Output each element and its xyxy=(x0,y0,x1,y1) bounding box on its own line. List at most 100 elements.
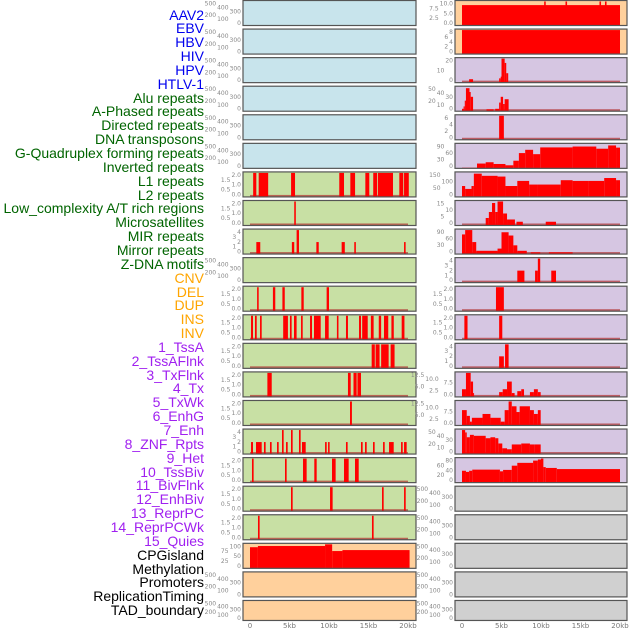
y-tick-label: 60 xyxy=(437,462,445,469)
bar xyxy=(371,344,375,369)
panel-frame xyxy=(454,57,628,84)
y-tick-label: 20 xyxy=(445,58,453,65)
y-tick-label: 0 xyxy=(449,563,453,570)
y-tick-label: 2.0 xyxy=(443,315,453,322)
y-tick-label: 1 xyxy=(232,444,236,451)
y-tick-label: 60 xyxy=(445,236,453,243)
y-tick-label: 10 xyxy=(437,102,445,109)
y-tick-label: 300 xyxy=(230,123,242,130)
panel-frame xyxy=(454,114,628,141)
bar xyxy=(462,389,466,397)
y-tick-label: 1.5 xyxy=(221,177,231,184)
bar xyxy=(500,96,504,112)
y-tick-label: 2.0 xyxy=(231,200,241,207)
bar xyxy=(516,221,523,226)
bar xyxy=(296,230,299,255)
y-tick-label: 4 xyxy=(237,229,241,236)
y-tick-label: 2.0 xyxy=(231,286,241,293)
bar xyxy=(466,415,470,426)
y-tick-label: 1.5 xyxy=(221,405,231,412)
bar xyxy=(499,315,503,340)
track-label: 4_Tx xyxy=(172,380,204,397)
track-label: INV xyxy=(180,325,204,342)
bar xyxy=(490,437,496,455)
y-tick-label: 2 xyxy=(237,439,241,446)
bar xyxy=(537,459,541,483)
bar xyxy=(516,412,520,426)
y-tick-label: 40 xyxy=(445,467,453,474)
y-tick-label: 500 xyxy=(417,543,429,550)
y-tick-label: 4 xyxy=(449,343,453,350)
bar xyxy=(499,102,501,112)
bar xyxy=(495,438,499,455)
y-tick-label: 0 xyxy=(449,249,453,256)
y-tick-label: 100 xyxy=(217,73,229,80)
bar xyxy=(517,391,522,397)
y-tick-label: 1.0 xyxy=(231,296,241,303)
panel-background xyxy=(243,29,416,55)
bar xyxy=(325,442,327,455)
track-label: 7_Enh xyxy=(163,422,204,438)
y-tick-label: 1.5 xyxy=(221,462,231,469)
y-tick-label: 400 xyxy=(217,576,229,583)
track-label: 12_EnhBiv xyxy=(136,491,204,508)
bar xyxy=(507,219,515,226)
bar xyxy=(511,393,515,397)
bar xyxy=(498,443,503,455)
bar xyxy=(277,442,279,455)
y-tick-label: 7.5 xyxy=(443,408,453,415)
panel-frame xyxy=(454,371,628,398)
panel-frame xyxy=(242,314,417,341)
panel-background xyxy=(455,229,627,255)
bar xyxy=(493,163,506,169)
bar xyxy=(513,245,518,255)
panel-frame xyxy=(242,371,417,398)
bar xyxy=(499,78,501,83)
panel-background xyxy=(243,229,416,255)
track-label: 11_BivFlnk xyxy=(135,477,204,494)
bar xyxy=(502,389,508,397)
y-tick-label: 0.0 xyxy=(443,420,453,427)
panel-frame xyxy=(454,28,628,55)
x-tick-label: 10kb xyxy=(320,622,338,630)
x-tick-label: 0 xyxy=(248,622,252,630)
bar xyxy=(360,442,363,455)
bar xyxy=(551,270,557,283)
bar xyxy=(399,172,404,197)
y-tick-label: 0.5 xyxy=(221,529,231,536)
y-tick-label: 1.5 xyxy=(221,520,231,527)
bar xyxy=(383,315,389,340)
baseline xyxy=(462,394,620,397)
y-tick-label: 500 xyxy=(205,600,217,607)
panel-background xyxy=(243,200,416,226)
y-tick-label: 2.0 xyxy=(231,372,241,379)
track-label: 10_TssBiv xyxy=(140,463,204,480)
y-tick-label: 400 xyxy=(217,33,229,40)
y-tick-label: 7.5 xyxy=(443,380,453,387)
bar xyxy=(499,115,504,140)
bar xyxy=(353,372,357,397)
bar xyxy=(545,467,557,483)
bar xyxy=(543,467,546,483)
panel-frame xyxy=(242,457,417,484)
y-tick-label: 500 xyxy=(205,115,217,122)
y-tick-label: 500 xyxy=(205,572,217,579)
y-tick-label: 1 xyxy=(444,272,448,279)
y-tick-label: 0 xyxy=(237,615,241,622)
bar xyxy=(298,430,301,455)
y-tick-label: 100 xyxy=(217,588,229,595)
bar xyxy=(472,242,477,255)
bar xyxy=(521,443,530,455)
bar xyxy=(472,469,500,483)
bar xyxy=(517,270,525,283)
bar xyxy=(294,315,297,340)
bar xyxy=(256,242,261,255)
y-tick-label: 0.5 xyxy=(221,415,231,422)
y-tick-label: 400 xyxy=(217,147,229,154)
y-tick-label: 1.5 xyxy=(221,491,231,498)
track-label: L1 repeats xyxy=(137,172,204,189)
y-tick-label: 300 xyxy=(230,8,242,15)
bar xyxy=(508,235,514,255)
bar xyxy=(365,442,367,455)
y-tick-label: 200 xyxy=(417,498,429,505)
